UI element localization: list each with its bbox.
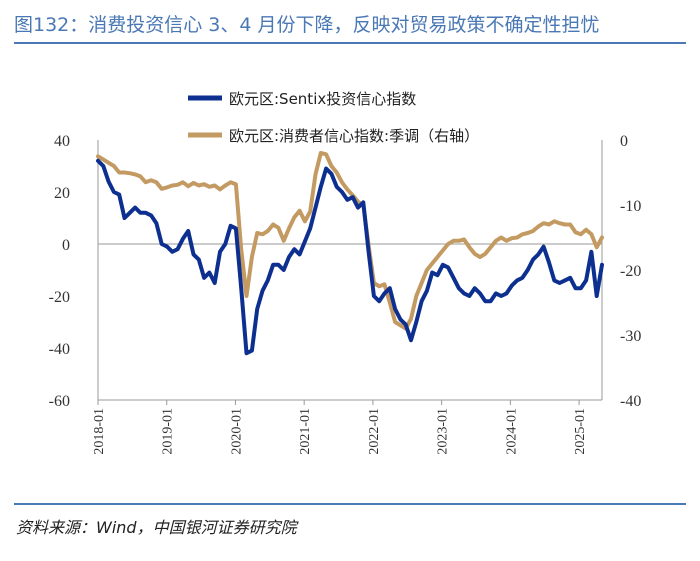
x-tick-label: 2018-01 bbox=[92, 408, 107, 455]
x-tick-label: 2021-01 bbox=[298, 408, 313, 455]
y-tick-right-label: -10 bbox=[620, 198, 641, 215]
y-tick-left-label: 40 bbox=[54, 133, 70, 150]
y-tick-right-label: 0 bbox=[620, 133, 628, 150]
x-tick-label: 2022-01 bbox=[367, 408, 382, 455]
chart-title: 图132：消费投资信心 3、4 月份下降，反映对贸易政策不确定性担忧 bbox=[14, 14, 600, 36]
axes: 40 20 0 -20 -40 -60 0 -10 -20 -30 -40 2018-01 2019-0… bbox=[49, 133, 642, 455]
y-tick-left-label: 0 bbox=[62, 237, 70, 254]
title-underline bbox=[14, 42, 686, 44]
x-tick-label: 2025-01 bbox=[573, 408, 588, 455]
series-line-sentix bbox=[96, 158, 604, 356]
x-tick-label: 2020-01 bbox=[229, 408, 244, 455]
y-tick-left-label: -60 bbox=[49, 393, 70, 410]
y-tick-right-label: -30 bbox=[620, 328, 641, 345]
legend: 欧元区:Sentix投资信心指数 欧元区:消费者信心指数:季调（右轴） bbox=[188, 90, 479, 145]
legend-label-consumer: 欧元区:消费者信心指数:季调（右轴） bbox=[229, 127, 479, 145]
y-tick-right-label: -40 bbox=[620, 393, 641, 410]
series-lines bbox=[96, 151, 604, 356]
series-line-consumer bbox=[96, 151, 604, 331]
y-tick-left-label: 20 bbox=[54, 185, 70, 202]
x-tick-label: 2024-01 bbox=[504, 408, 519, 455]
legend-label-sentix: 欧元区:Sentix投资信心指数 bbox=[229, 90, 416, 108]
footer-rule bbox=[14, 503, 686, 505]
y-tick-right-label: -20 bbox=[620, 263, 641, 280]
source-note: 资料来源：Wind，中国银河证券研究院 bbox=[16, 518, 297, 537]
y-tick-left-label: -40 bbox=[49, 341, 70, 358]
x-tick-label: 2019-01 bbox=[161, 408, 176, 455]
x-tick-label: 2023-01 bbox=[436, 408, 451, 455]
y-tick-left-label: -20 bbox=[49, 289, 70, 306]
